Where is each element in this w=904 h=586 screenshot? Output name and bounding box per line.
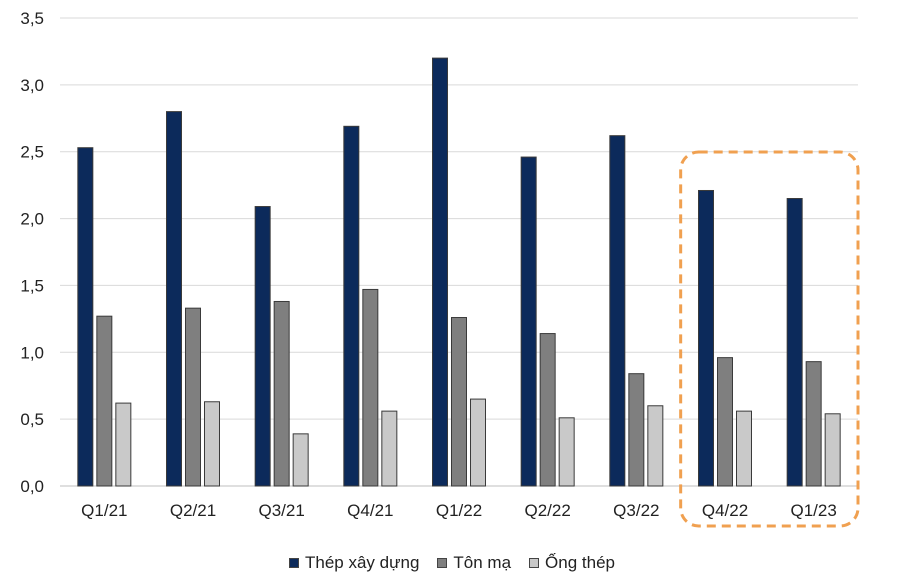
bar-t-n-m--q1-22 xyxy=(451,317,467,487)
x-tick-label: Q3/22 xyxy=(613,501,659,520)
bar-th-p-x-y-d-ng-q1-22 xyxy=(432,57,448,487)
y-tick-label: 1,0 xyxy=(20,343,44,362)
legend-swatch-ong-thep xyxy=(529,558,540,568)
x-tick-label: Q2/22 xyxy=(525,501,571,520)
bar-t-n-m--q4-21 xyxy=(362,288,379,487)
legend-item-ton-ma: Tôn mạ xyxy=(437,553,511,573)
bar--ng-th-p-q2-21 xyxy=(204,401,220,487)
y-tick-label: 2,5 xyxy=(20,143,44,162)
y-tick-label: 1,5 xyxy=(20,276,44,295)
legend-item-thep-xay-dung: Thép xây dựng xyxy=(289,553,419,573)
bar-t-n-m--q3-21 xyxy=(273,300,290,487)
legend-item-ong-thep: Ống thép xyxy=(529,553,615,573)
legend-swatch-ton-ma xyxy=(437,558,448,568)
y-tick-label: 3,0 xyxy=(20,76,44,95)
bar-th-p-x-y-d-ng-q2-22 xyxy=(520,156,537,487)
chart-legend: Thép xây dựng Tôn mạ Ống thép xyxy=(0,553,904,573)
bar-t-n-m--q2-21 xyxy=(185,307,201,487)
x-tick-label: Q1/21 xyxy=(81,501,127,520)
legend-label-ton-ma: Tôn mạ xyxy=(453,553,512,572)
y-tick-label: 0,0 xyxy=(20,477,44,496)
y-tick-label: 3,5 xyxy=(20,9,44,28)
bar-t-n-m--q2-22 xyxy=(539,333,556,487)
bar-th-p-x-y-d-ng-q3-21 xyxy=(254,206,271,487)
bar--ng-th-p-q2-22 xyxy=(558,417,575,487)
y-tick-label: 2,0 xyxy=(20,210,44,229)
bar-th-p-x-y-d-ng-q2-21 xyxy=(166,111,182,487)
bar--ng-th-p-q3-21 xyxy=(292,433,309,487)
highlight-box xyxy=(679,150,860,528)
x-tick-label: Q1/22 xyxy=(436,501,482,520)
bar-t-n-m--q4-22 xyxy=(717,357,733,487)
bar--ng-th-p-q1-21 xyxy=(115,402,132,487)
bar-th-p-x-y-d-ng-q1-21 xyxy=(77,147,94,487)
bar-th-p-x-y-d-ng-q4-21 xyxy=(343,125,360,487)
bar-t-n-m--q1-21 xyxy=(96,315,113,487)
bar-th-p-x-y-d-ng-q3-22 xyxy=(609,135,626,487)
bar--ng-th-p-q4-22 xyxy=(736,410,752,487)
x-tick-label: Q1/23 xyxy=(791,501,837,520)
x-tick-label: Q3/21 xyxy=(259,501,305,520)
x-tick-label: Q2/21 xyxy=(170,501,216,520)
bar-th-p-x-y-d-ng-q1-23 xyxy=(786,198,803,487)
x-tick-label: Q4/22 xyxy=(702,501,748,520)
x-tick-label: Q4/21 xyxy=(347,501,393,520)
y-tick-label: 0,5 xyxy=(20,410,44,429)
bar--ng-th-p-q4-21 xyxy=(381,410,398,487)
bar-chart: 0,0 0,5 1,0 1,5 2,0 2,5 3,0 3,5 Q1/21 Q2/21 Q3/21 Q… xyxy=(20,9,860,528)
bar--ng-th-p-q1-22 xyxy=(470,398,486,487)
legend-swatch-thep-xay-dung xyxy=(289,558,299,568)
bar--ng-th-p-q3-22 xyxy=(647,405,664,487)
legend-label-ong-thep: Ống thép xyxy=(545,553,615,572)
bar-th-p-x-y-d-ng-q4-22 xyxy=(698,189,714,487)
legend-label-thep-xay-dung: Thép xây dựng xyxy=(305,553,420,572)
bar-t-n-m--q3-22 xyxy=(628,373,645,487)
bar--ng-th-p-q1-23 xyxy=(824,413,841,487)
bar-t-n-m--q1-23 xyxy=(805,361,822,487)
